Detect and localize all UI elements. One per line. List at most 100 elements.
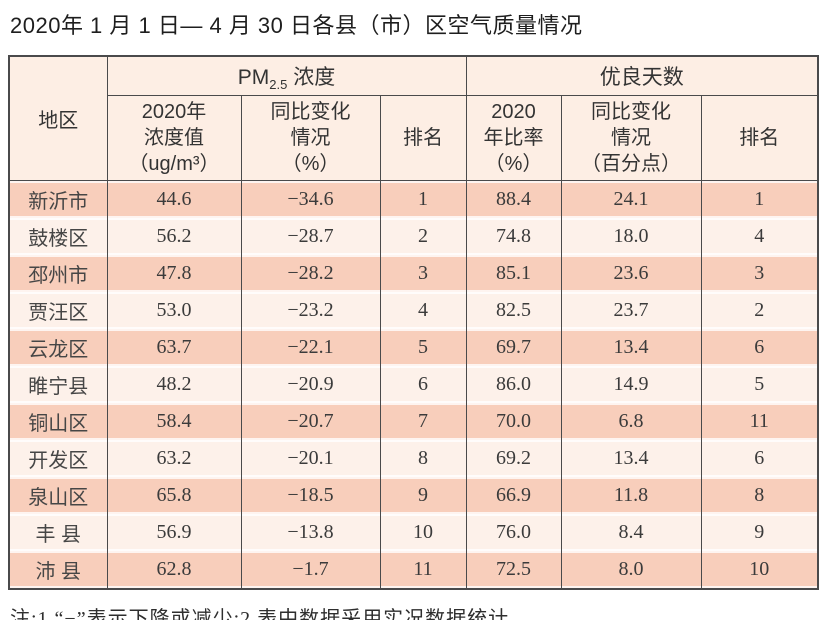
table-row: 泉山区 65.8 −18.5 9 66.9 11.8 8 — [8, 476, 819, 514]
cell-pm-value: 63.2 — [106, 439, 242, 477]
cell-pm-value: 56.2 — [106, 217, 242, 255]
cell-pm-change: −34.6 — [240, 180, 381, 218]
cell-pm-rank: 8 — [379, 439, 467, 477]
cell-pm-change: −28.7 — [240, 217, 381, 255]
table-row: 开发区 63.2 −20.1 8 69.2 13.4 6 — [8, 439, 819, 477]
header-sub-row: 2020年 浓度值 （ug/m³） 同比变化 情况 （%） 排名 2020 年比… — [9, 94, 819, 181]
air-quality-table: 地区 PM2.5 浓度 优良天数 2020年 浓度值 （ug/m³） 同比变化 … — [8, 54, 820, 590]
cell-region: 邳州市 — [8, 254, 108, 292]
cell-ratio-change: 23.7 — [560, 291, 702, 329]
table-row: 丰 县 56.9 −13.8 10 76.0 8.4 9 — [8, 513, 819, 551]
col-group-good-days: 优良天数 — [465, 55, 819, 96]
cell-region: 泉山区 — [8, 476, 108, 514]
cell-ratio: 69.7 — [465, 328, 562, 366]
cell-ratio-change: 11.8 — [560, 476, 702, 514]
header-group-row: 地区 PM2.5 浓度 优良天数 — [8, 55, 819, 181]
table-header: 地区 PM2.5 浓度 优良天数 2020年 浓度值 （ug/m³） 同比变化 … — [8, 55, 819, 181]
cell-pm-value: 48.2 — [106, 365, 242, 403]
cell-pm-value: 47.8 — [106, 254, 242, 292]
table-row: 睢宁县 48.2 −20.9 6 86.0 14.9 5 — [8, 365, 819, 403]
cell-pm-change: −1.7 — [240, 550, 381, 589]
table-row: 贾汪区 53.0 −23.2 4 82.5 23.7 2 — [8, 291, 819, 329]
cell-ratio-change: 24.1 — [560, 180, 702, 218]
cell-pm-rank: 6 — [379, 365, 467, 403]
cell-pm-rank: 3 — [379, 254, 467, 292]
table-body: 新沂市 44.6 −34.6 1 88.4 24.1 1 鼓楼区 56.2 −2… — [8, 180, 819, 589]
cell-ratio-rank: 6 — [700, 439, 819, 477]
cell-pm-value: 56.9 — [106, 513, 242, 551]
pm25-prefix: PM — [237, 65, 270, 89]
table-row: 新沂市 44.6 −34.6 1 88.4 24.1 1 — [8, 180, 819, 218]
cell-pm-change: −23.2 — [240, 291, 381, 329]
cell-ratio-rank: 10 — [700, 550, 819, 589]
cell-ratio-rank: 9 — [700, 513, 819, 551]
cell-region: 新沂市 — [8, 180, 108, 218]
cell-ratio-rank: 4 — [700, 217, 819, 255]
cell-pm-rank: 4 — [379, 291, 467, 329]
cell-ratio: 70.0 — [465, 402, 562, 440]
cell-pm-value: 65.8 — [106, 476, 242, 514]
cell-ratio-change: 13.4 — [560, 439, 702, 477]
cell-pm-value: 63.7 — [106, 328, 242, 366]
page-title: 2020年 1 月 1 日— 4 月 30 日各县（市）区空气质量情况 — [10, 13, 583, 38]
cell-pm-rank: 7 — [379, 402, 467, 440]
cell-pm-value: 62.8 — [106, 550, 242, 589]
table-row: 沛 县 62.8 −1.7 11 72.5 8.0 10 — [8, 550, 819, 589]
footnote: 注:1.“−”表示下降或减少;2.表中数据采用实况数据统计。 — [10, 607, 531, 620]
cell-ratio-change: 6.8 — [560, 402, 702, 440]
cell-ratio-change: 18.0 — [560, 217, 702, 255]
cell-pm-change: −22.1 — [240, 328, 381, 366]
cell-ratio: 85.1 — [465, 254, 562, 292]
cell-ratio-rank: 3 — [700, 254, 819, 292]
cell-pm-rank: 10 — [379, 513, 467, 551]
pm25-suffix: 浓度 — [287, 65, 336, 89]
cell-ratio: 76.0 — [465, 513, 562, 551]
col-header-ratio-change: 同比变化 情况 （百分点） — [560, 94, 702, 181]
cell-region: 开发区 — [8, 439, 108, 477]
table-row: 云龙区 63.7 −22.1 5 69.7 13.4 6 — [8, 328, 819, 366]
cell-ratio-change: 14.9 — [560, 365, 702, 403]
table-row: 铜山区 58.4 −20.7 7 70.0 6.8 11 — [8, 402, 819, 440]
cell-ratio-rank: 11 — [700, 402, 819, 440]
cell-ratio-rank: 2 — [700, 291, 819, 329]
cell-ratio: 86.0 — [465, 365, 562, 403]
cell-pm-change: −20.1 — [240, 439, 381, 477]
col-header-region: 地区 — [8, 55, 108, 181]
pm25-group-label: PM2.5 浓度 — [237, 65, 336, 92]
cell-ratio-rank: 5 — [700, 365, 819, 403]
cell-region: 云龙区 — [8, 328, 108, 366]
cell-region: 丰 县 — [8, 513, 108, 551]
cell-ratio-change: 23.6 — [560, 254, 702, 292]
pm25-subscript: 2.5 — [269, 76, 288, 92]
cell-region: 贾汪区 — [8, 291, 108, 329]
cell-region: 铜山区 — [8, 402, 108, 440]
col-header-pm-change: 同比变化 情况 （%） — [240, 94, 381, 181]
cell-pm-change: −18.5 — [240, 476, 381, 514]
cell-ratio-rank: 6 — [700, 328, 819, 366]
cell-ratio: 66.9 — [465, 476, 562, 514]
table-row: 邳州市 47.8 −28.2 3 85.1 23.6 3 — [8, 254, 819, 292]
table-row: 鼓楼区 56.2 −28.7 2 74.8 18.0 4 — [8, 217, 819, 255]
cell-pm-value: 44.6 — [106, 180, 242, 218]
cell-pm-change: −13.8 — [240, 513, 381, 551]
col-header-pm-value: 2020年 浓度值 （ug/m³） — [106, 94, 242, 181]
cell-ratio-change: 8.4 — [560, 513, 702, 551]
cell-pm-change: −20.7 — [240, 402, 381, 440]
col-header-pm-rank: 排名 — [379, 94, 467, 181]
cell-ratio: 82.5 — [465, 291, 562, 329]
cell-ratio: 88.4 — [465, 180, 562, 218]
cell-pm-rank: 1 — [379, 180, 467, 218]
cell-pm-rank: 9 — [379, 476, 467, 514]
cell-pm-rank: 5 — [379, 328, 467, 366]
cell-pm-change: −28.2 — [240, 254, 381, 292]
cell-ratio-change: 13.4 — [560, 328, 702, 366]
col-header-ratio-rank: 排名 — [700, 94, 819, 181]
col-header-ratio: 2020 年比率 （%） — [465, 94, 562, 181]
cell-ratio-rank: 1 — [700, 180, 819, 218]
col-group-pm25: PM2.5 浓度 — [106, 55, 467, 96]
cell-pm-rank: 2 — [379, 217, 467, 255]
cell-ratio: 69.2 — [465, 439, 562, 477]
cell-region: 睢宁县 — [8, 365, 108, 403]
cell-ratio: 72.5 — [465, 550, 562, 589]
cell-region: 鼓楼区 — [8, 217, 108, 255]
